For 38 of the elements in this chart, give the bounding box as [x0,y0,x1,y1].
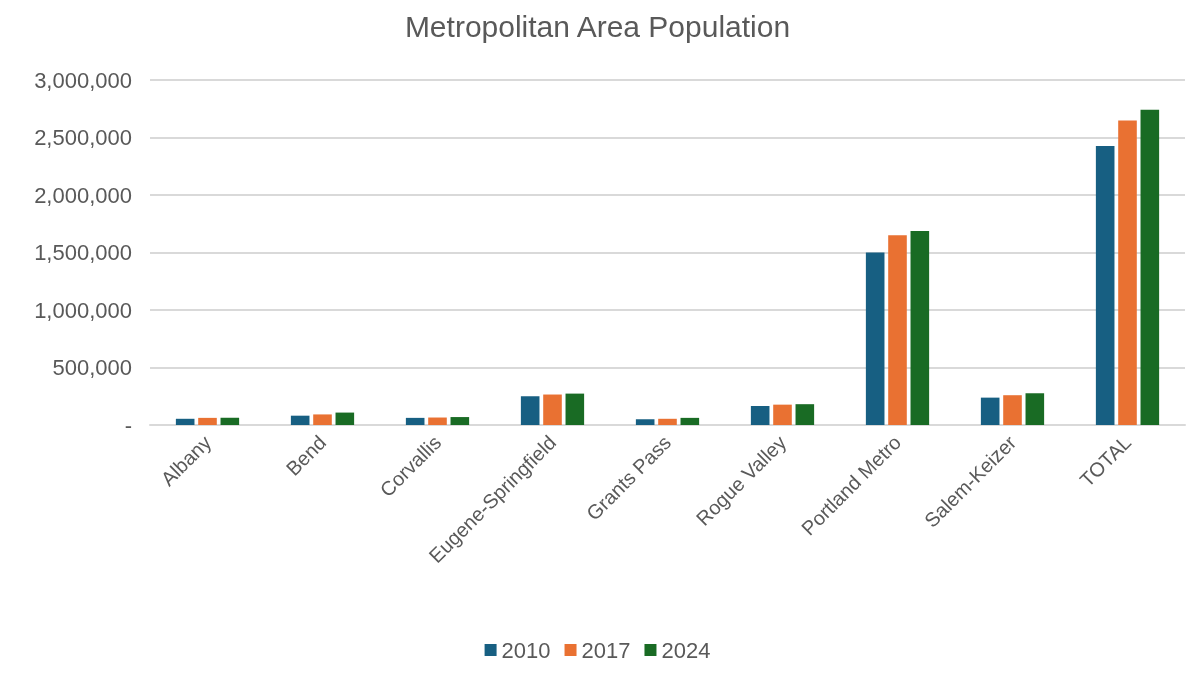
bar [980,397,1000,425]
bar [290,415,310,425]
bar [1140,109,1160,425]
bar [680,417,700,425]
bar [1003,395,1022,425]
bar [520,396,540,425]
bar [773,404,792,425]
bar [450,417,470,425]
bar [865,252,885,425]
legend-label: 2024 [661,637,711,663]
bar [888,235,907,425]
y-tick-label: 2,500,000 [34,125,132,150]
y-tick-label: 2,000,000 [34,182,132,208]
bar [313,414,332,425]
bar [543,394,562,425]
bar [1025,393,1045,425]
bar [428,417,447,425]
y-tick-label: 1,000,000 [34,297,132,323]
bar [635,419,655,425]
bar [198,417,217,425]
bar [1095,145,1115,425]
bar [405,417,425,425]
y-tick-label: 1,500,000 [34,240,132,265]
bar [565,393,585,425]
bar [175,418,195,425]
bar [335,412,355,425]
bar [910,231,930,425]
bar [795,404,815,425]
chart-title: Metropolitan Area Population [404,9,791,43]
y-tick-label: 3,000,000 [34,67,132,93]
bar [220,417,240,425]
y-tick-label: 500,000 [52,355,132,380]
bar [658,418,677,425]
legend-label: 2010 [501,637,551,663]
legend-label: 2017 [581,637,631,663]
bar [750,406,770,425]
y-tick-label: - [124,412,132,438]
bar [1118,120,1137,425]
